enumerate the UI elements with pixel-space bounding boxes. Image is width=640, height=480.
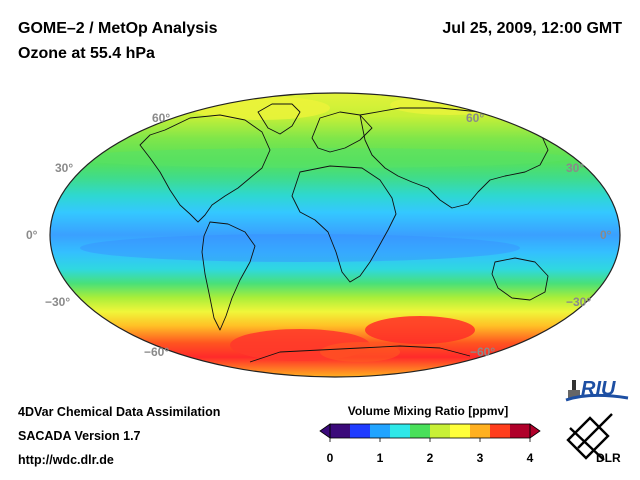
globe-outline	[49, 92, 621, 378]
lat-label-60n-left: 60°	[152, 111, 170, 125]
riu-logo-mark	[568, 390, 580, 398]
antarctic-high-patch	[320, 342, 400, 362]
colorbar-swatch	[350, 424, 371, 438]
colorbar: Volume Mixing Ratio [ppmv] 0 1 2 3 4	[319, 404, 541, 465]
dlr-logo-text: DLR	[596, 451, 621, 465]
footer-link[interactable]: http://wdc.dlr.de	[18, 453, 114, 467]
colorbar-tick-label: 0	[327, 451, 334, 465]
colorbar-under-arrow	[319, 423, 331, 439]
colorbar-tick-label: 3	[477, 451, 484, 465]
arctic-yellow-patch	[190, 96, 330, 120]
colorbar-swatch	[490, 424, 511, 438]
lat-label-60s-right: −60°	[470, 345, 495, 359]
lat-label-0-left: 0°	[26, 228, 38, 242]
lat-label-30s-left: −30°	[45, 295, 70, 309]
europe-coastline	[311, 111, 373, 153]
footer-line-2: SACADA Version 1.7	[18, 429, 141, 443]
colorbar-tick-label: 1	[377, 451, 384, 465]
colorbar-swatch	[410, 424, 431, 438]
colorbar-swatch	[470, 424, 491, 438]
colorbar-swatch	[330, 424, 351, 438]
colorbar-tick-label: 4	[527, 451, 534, 465]
analysis-datetime: Jul 25, 2009, 12:00 GMT	[442, 20, 622, 37]
lat-label-30n-left: 30°	[55, 161, 73, 175]
riu-logo-text: RIU	[581, 378, 616, 400]
colorbar-swatch	[390, 424, 411, 438]
colorbar-swatches	[330, 424, 531, 438]
dlr-logo-mark	[569, 427, 605, 461]
latitude-labels: 60° 60° 30° 30° 0° 0° −30° −30° −60° −60…	[26, 111, 612, 359]
riu-logo-mark	[572, 380, 576, 398]
colorbar-ticks: 0 1 2 3 4	[327, 438, 534, 465]
lat-label-60s-left: −60°	[144, 345, 169, 359]
north-america-coastline	[139, 114, 271, 223]
page-title: GOME–2 / MetOp Analysis	[18, 20, 218, 37]
dlr-logo-mark	[577, 413, 613, 449]
antarctica-coastline	[249, 345, 471, 363]
lat-label-30s-right: −30°	[566, 295, 591, 309]
equatorial-low-band	[80, 234, 520, 262]
africa-coastline	[291, 165, 397, 283]
lat-label-60n-right: 60°	[466, 111, 484, 125]
south-america-coastline	[201, 221, 256, 331]
northern-green-band	[70, 148, 570, 168]
dlr-logo-mark	[566, 416, 610, 460]
greenland-coastline	[257, 103, 301, 135]
colorbar-swatch	[370, 424, 391, 438]
lat-label-0-right: 0°	[600, 228, 612, 242]
colorbar-tick-label: 2	[427, 451, 434, 465]
page-subtitle: Ozone at 55.4 hPa	[18, 45, 155, 62]
colorbar-over-arrow	[529, 423, 541, 439]
colorbar-swatch	[510, 424, 531, 438]
colorbar-title: Volume Mixing Ratio [ppmv]	[348, 404, 508, 418]
colorbar-swatch	[430, 424, 451, 438]
dlr-logo: DLR	[566, 413, 621, 465]
riu-logo-swoosh	[565, 393, 629, 402]
australia-coastline	[491, 257, 549, 301]
footer-line-1: 4DVar Chemical Data Assimilation	[18, 405, 221, 419]
lat-label-30n-right: 30°	[566, 161, 584, 175]
colorbar-swatch	[450, 424, 471, 438]
antarctic-high-patch	[365, 316, 475, 344]
riu-logo: RIU	[565, 378, 629, 402]
